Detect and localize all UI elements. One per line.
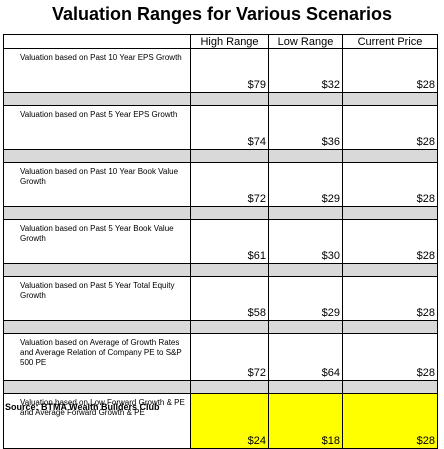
row-label: Valuation based on Past 10 Year EPS Grow…: [3, 48, 191, 93]
separator-row: [3, 92, 438, 106]
high-value: $72: [190, 162, 269, 207]
high-value: $61: [190, 219, 269, 264]
high-value: $79: [190, 48, 269, 93]
high-value: $58: [190, 276, 269, 321]
current-value: $28: [342, 219, 438, 264]
separator-row: [3, 263, 438, 277]
high-value: $72: [190, 333, 269, 381]
row-label: Valuation based on Past 5 Year Book Valu…: [3, 219, 191, 264]
current-value: $28: [342, 105, 438, 150]
table-row: Valuation based on Past 5 Year Total Equ…: [3, 276, 438, 321]
separator-row: [3, 206, 438, 220]
low-value: $30: [268, 219, 343, 264]
low-value: $29: [268, 276, 343, 321]
current-value: $28: [342, 48, 438, 93]
current-value: $28: [342, 276, 438, 321]
current-value: $28: [342, 333, 438, 381]
table-row: Valuation based on Past 5 Year Book Valu…: [3, 219, 438, 264]
current-value: $28: [342, 393, 438, 449]
low-value: $29: [268, 162, 343, 207]
high-value: $74: [190, 105, 269, 150]
header-row: High Range Low Range Current Price: [3, 34, 438, 49]
low-value: $36: [268, 105, 343, 150]
header-high-range: High Range: [190, 34, 269, 49]
low-value: $64: [268, 333, 343, 381]
source-note: Source: BTMA Wealth Builders Club: [5, 402, 160, 412]
low-value: $32: [268, 48, 343, 93]
table-row: Valuation based on Past 10 Year Book Val…: [3, 162, 438, 207]
high-value: $24: [190, 393, 269, 449]
valuation-table: High Range Low Range Current Price Valua…: [3, 34, 438, 449]
low-value: $18: [268, 393, 343, 449]
separator-row: [3, 149, 438, 163]
header-blank: [3, 34, 191, 49]
page-title: Valuation Ranges for Various Scenarios: [51, 4, 393, 24]
row-label: Valuation based on Past 5 Year EPS Growt…: [3, 105, 191, 150]
separator-row: [3, 380, 438, 394]
row-label: Valuation based on Past 10 Year Book Val…: [3, 162, 191, 207]
separator-row: [3, 320, 438, 334]
table-row: Valuation based on Past 5 Year EPS Growt…: [3, 105, 438, 150]
row-label: Valuation based on Past 5 Year Total Equ…: [3, 276, 191, 321]
table-row: Valuation based on Average of Growth Rat…: [3, 333, 438, 381]
table-row: Valuation based on Past 10 Year EPS Grow…: [3, 48, 438, 93]
header-current-price: Current Price: [342, 34, 438, 49]
row-label: Valuation based on Average of Growth Rat…: [3, 333, 191, 381]
header-low-range: Low Range: [268, 34, 343, 49]
current-value: $28: [342, 162, 438, 207]
